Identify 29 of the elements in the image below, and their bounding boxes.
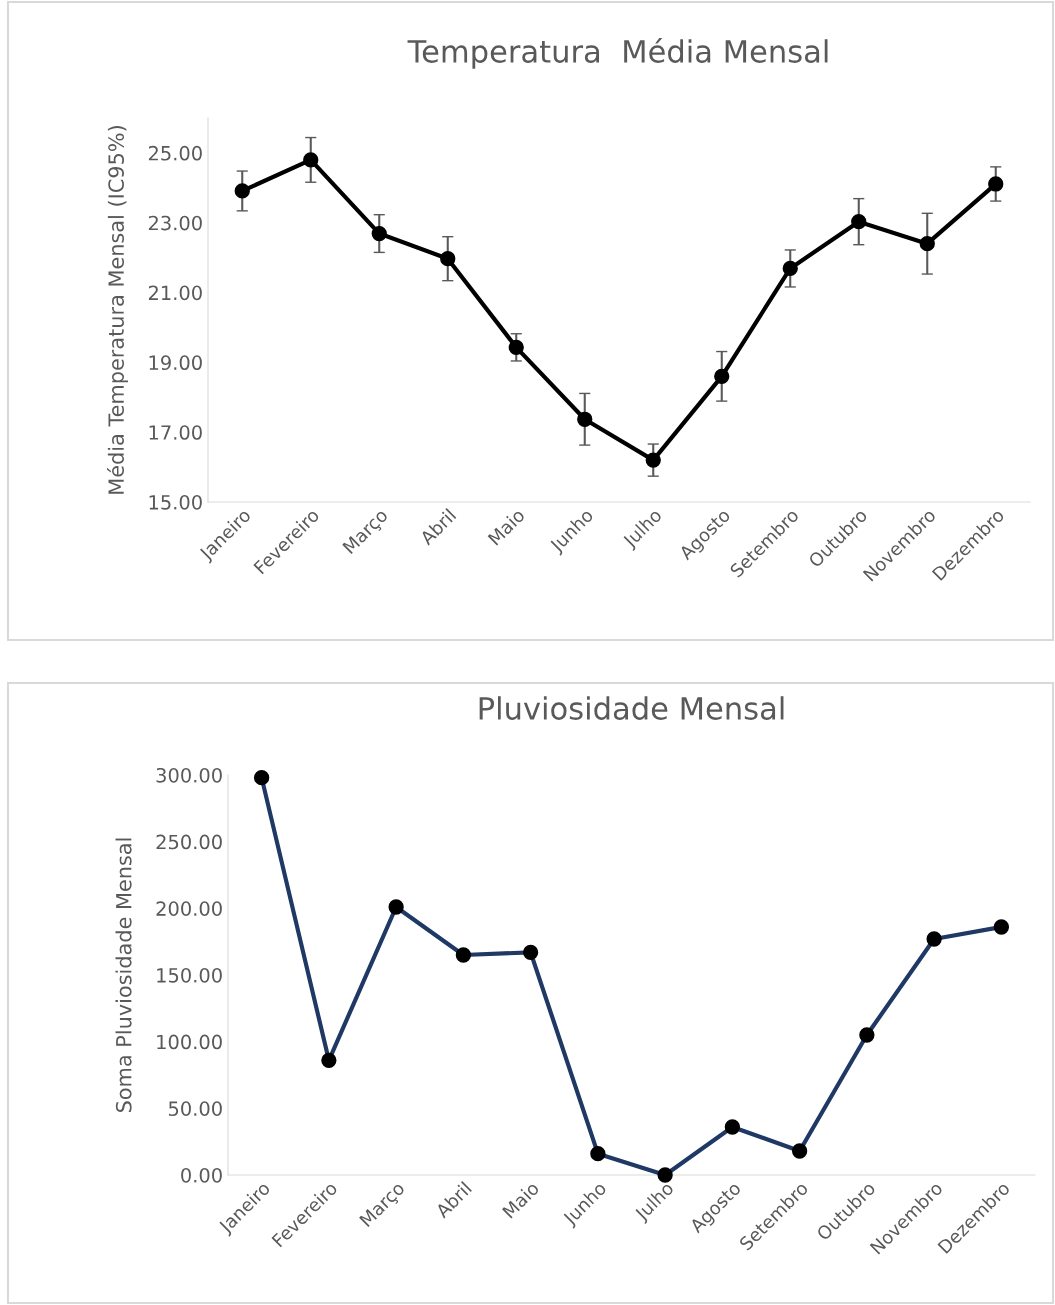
point	[371, 225, 387, 242]
point	[440, 251, 456, 267]
point	[782, 260, 798, 277]
y-tick-label: 50.00	[168, 1101, 222, 1116]
y-tick-label: 250.00	[156, 834, 222, 850]
chart-title: Pluviosidade Mensal	[479, 696, 784, 720]
y-tick-label: 17.00	[149, 425, 202, 440]
point	[851, 214, 867, 230]
y-tick-label: 21.00	[148, 285, 202, 301]
y-tick-label: 300.00	[156, 767, 222, 783]
y-tick-label: 25.00	[148, 145, 202, 161]
point	[645, 452, 661, 468]
y-tick-label: 19.00	[149, 355, 202, 371]
point	[919, 236, 935, 252]
point	[714, 368, 730, 384]
y-tick-label: 200.00	[156, 901, 222, 916]
y-tick-label: 23.00	[148, 215, 202, 231]
y-tick-label: 150.00	[157, 967, 222, 983]
y-axis-title: Soma Pluviosidade Mensal	[115, 838, 132, 1113]
chart-title: Temperatura Média Mensal	[407, 38, 828, 69]
y-axis-title: Média Temperatura Mensal (IC95%)	[107, 126, 129, 494]
y-tick-label: 0.00	[181, 1167, 222, 1183]
y-tick-label: 15.00	[149, 494, 202, 510]
point	[508, 339, 524, 355]
point	[303, 152, 319, 168]
y-tick-label: 100.00	[157, 1034, 222, 1050]
point	[234, 183, 250, 199]
point	[577, 411, 593, 427]
point	[988, 176, 1004, 192]
